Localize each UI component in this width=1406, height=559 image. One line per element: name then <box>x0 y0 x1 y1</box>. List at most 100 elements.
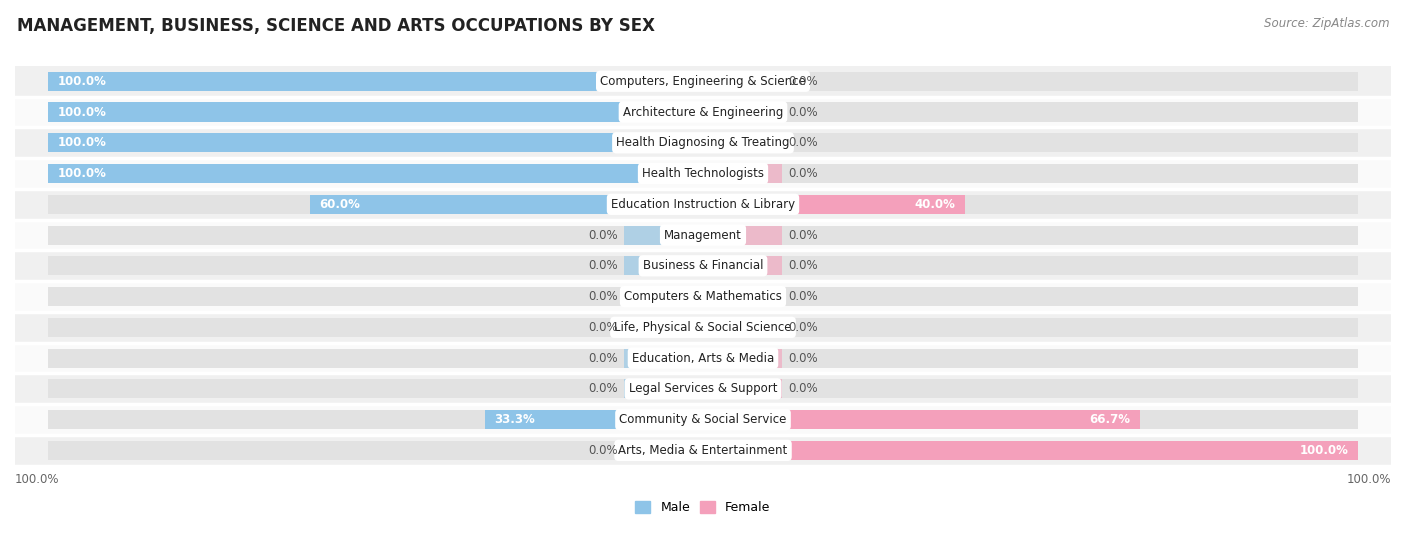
Bar <box>15 435 1391 466</box>
Bar <box>48 164 703 183</box>
Bar <box>48 195 703 214</box>
Bar <box>15 373 1391 404</box>
Text: Legal Services & Support: Legal Services & Support <box>628 382 778 395</box>
Text: Health Technologists: Health Technologists <box>643 167 763 180</box>
Bar <box>48 441 703 460</box>
Text: Business & Financial: Business & Financial <box>643 259 763 272</box>
Bar <box>703 164 1358 183</box>
Legend: Male, Female: Male, Female <box>630 496 776 519</box>
Text: MANAGEMENT, BUSINESS, SCIENCE AND ARTS OCCUPATIONS BY SEX: MANAGEMENT, BUSINESS, SCIENCE AND ARTS O… <box>17 17 655 35</box>
Bar <box>48 380 703 399</box>
Bar <box>703 441 1358 460</box>
Bar <box>703 287 1358 306</box>
Bar <box>15 343 1391 373</box>
Bar <box>48 72 703 91</box>
Text: 0.0%: 0.0% <box>789 259 818 272</box>
Bar <box>703 410 1358 429</box>
Text: 40.0%: 40.0% <box>914 198 955 211</box>
Bar <box>48 133 703 152</box>
Text: 0.0%: 0.0% <box>789 290 818 303</box>
Bar <box>703 349 782 368</box>
Text: Computers, Engineering & Science: Computers, Engineering & Science <box>600 75 806 88</box>
Bar <box>15 66 1391 97</box>
Bar <box>624 225 703 245</box>
Text: Education Instruction & Library: Education Instruction & Library <box>612 198 794 211</box>
Bar <box>703 133 782 152</box>
Bar <box>485 410 703 429</box>
Bar <box>15 250 1391 281</box>
Text: 0.0%: 0.0% <box>789 136 818 149</box>
Text: Management: Management <box>664 229 742 241</box>
Text: 100.0%: 100.0% <box>15 472 59 486</box>
Bar <box>48 256 703 276</box>
Text: 100.0%: 100.0% <box>58 136 107 149</box>
Bar <box>703 256 1358 276</box>
Bar <box>703 225 782 245</box>
Text: 66.7%: 66.7% <box>1090 413 1130 426</box>
Text: 0.0%: 0.0% <box>588 321 617 334</box>
Bar <box>48 349 703 368</box>
Text: 60.0%: 60.0% <box>319 198 360 211</box>
Bar <box>703 318 1358 337</box>
Text: 33.3%: 33.3% <box>495 413 536 426</box>
Text: 0.0%: 0.0% <box>789 75 818 88</box>
Text: 100.0%: 100.0% <box>58 106 107 119</box>
Bar <box>703 133 1358 152</box>
Bar <box>15 127 1391 158</box>
Text: 0.0%: 0.0% <box>588 259 617 272</box>
Bar <box>703 195 965 214</box>
Bar <box>15 312 1391 343</box>
Bar <box>48 133 703 152</box>
Bar <box>624 256 703 276</box>
Text: 0.0%: 0.0% <box>789 352 818 364</box>
Bar <box>15 158 1391 189</box>
Bar <box>703 102 782 121</box>
Bar <box>703 72 782 91</box>
Text: 100.0%: 100.0% <box>1347 472 1391 486</box>
Text: 0.0%: 0.0% <box>588 352 617 364</box>
Bar <box>624 318 703 337</box>
Bar <box>703 195 1358 214</box>
Bar <box>703 102 1358 121</box>
Text: 100.0%: 100.0% <box>1299 444 1348 457</box>
Text: 0.0%: 0.0% <box>588 382 617 395</box>
Bar <box>48 102 703 121</box>
Bar <box>309 195 703 214</box>
Text: 0.0%: 0.0% <box>789 229 818 241</box>
Bar <box>48 102 703 121</box>
Text: Architecture & Engineering: Architecture & Engineering <box>623 106 783 119</box>
Bar <box>703 349 1358 368</box>
Bar <box>15 281 1391 312</box>
Bar <box>703 164 782 183</box>
Bar <box>48 410 703 429</box>
Bar <box>703 287 782 306</box>
Bar <box>15 404 1391 435</box>
Text: 0.0%: 0.0% <box>789 321 818 334</box>
Text: 0.0%: 0.0% <box>789 382 818 395</box>
Text: 100.0%: 100.0% <box>58 167 107 180</box>
Bar <box>703 380 1358 399</box>
Bar <box>703 380 782 399</box>
Bar <box>624 380 703 399</box>
Text: Education, Arts & Media: Education, Arts & Media <box>631 352 775 364</box>
Bar <box>703 225 1358 245</box>
Bar <box>703 256 782 276</box>
Bar <box>703 318 782 337</box>
Bar <box>624 441 703 460</box>
Bar <box>624 287 703 306</box>
Bar <box>48 164 703 183</box>
Text: Source: ZipAtlas.com: Source: ZipAtlas.com <box>1264 17 1389 30</box>
Bar <box>15 97 1391 127</box>
Bar <box>624 349 703 368</box>
Text: Arts, Media & Entertainment: Arts, Media & Entertainment <box>619 444 787 457</box>
Text: 0.0%: 0.0% <box>588 229 617 241</box>
Bar <box>15 189 1391 220</box>
Text: Community & Social Service: Community & Social Service <box>619 413 787 426</box>
Bar <box>15 220 1391 250</box>
Bar <box>703 410 1140 429</box>
Text: 0.0%: 0.0% <box>789 167 818 180</box>
Bar <box>48 72 703 91</box>
Text: 100.0%: 100.0% <box>58 75 107 88</box>
Text: Health Diagnosing & Treating: Health Diagnosing & Treating <box>616 136 790 149</box>
Bar <box>48 287 703 306</box>
